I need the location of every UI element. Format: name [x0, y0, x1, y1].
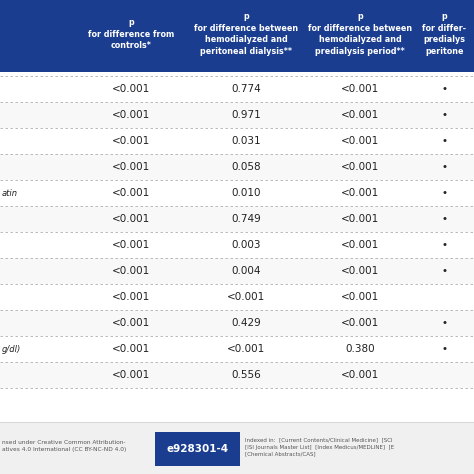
Text: <0.001: <0.001 — [341, 240, 379, 250]
Text: 0.556: 0.556 — [232, 370, 261, 380]
Text: •: • — [441, 214, 447, 224]
Bar — [0, 206, 474, 232]
Text: 0.971: 0.971 — [232, 110, 261, 120]
Text: 0.749: 0.749 — [232, 214, 261, 224]
Text: 0.380: 0.380 — [345, 344, 375, 354]
Text: <0.001: <0.001 — [341, 162, 379, 172]
Text: <0.001: <0.001 — [341, 84, 379, 94]
Text: 0.429: 0.429 — [232, 318, 261, 328]
Text: 0.774: 0.774 — [232, 84, 261, 94]
Text: <0.001: <0.001 — [112, 136, 151, 146]
Bar — [0, 310, 474, 336]
Bar — [0, 336, 474, 362]
Text: <0.001: <0.001 — [112, 344, 151, 354]
Text: p
for difference between
hemodialyzed and
peritoneal dialysis**: p for difference between hemodialyzed an… — [194, 12, 299, 55]
Text: <0.001: <0.001 — [112, 318, 151, 328]
Text: <0.001: <0.001 — [341, 292, 379, 302]
Text: <0.001: <0.001 — [112, 110, 151, 120]
Text: •: • — [441, 136, 447, 146]
Text: <0.001: <0.001 — [228, 292, 265, 302]
Text: g/dl): g/dl) — [2, 345, 21, 354]
Bar — [155, 432, 240, 466]
Text: atin: atin — [2, 189, 18, 198]
Bar — [0, 128, 474, 154]
Text: <0.001: <0.001 — [112, 84, 151, 94]
Text: <0.001: <0.001 — [112, 266, 151, 276]
Bar — [0, 258, 474, 284]
Text: <0.001: <0.001 — [228, 344, 265, 354]
Bar — [0, 180, 474, 206]
Bar — [0, 422, 474, 474]
Text: <0.001: <0.001 — [341, 188, 379, 198]
Text: p
for difference between
hemodialyzed and
predialysis period**: p for difference between hemodialyzed an… — [308, 12, 412, 55]
Text: <0.001: <0.001 — [341, 370, 379, 380]
Text: 0.058: 0.058 — [232, 162, 261, 172]
Text: <0.001: <0.001 — [341, 110, 379, 120]
Text: •: • — [441, 344, 447, 354]
Bar — [0, 0, 474, 72]
Text: •: • — [441, 110, 447, 120]
Text: e928301-4: e928301-4 — [166, 444, 228, 454]
Text: p
for differ-
predialys
peritone: p for differ- predialys peritone — [422, 12, 466, 55]
Text: Indexed in:  [Current Contents/Clinical Medicine]  [SCI
[ISI Journals Master Lis: Indexed in: [Current Contents/Clinical M… — [245, 438, 394, 456]
Text: <0.001: <0.001 — [112, 162, 151, 172]
Bar — [0, 362, 474, 388]
Text: •: • — [441, 318, 447, 328]
Text: 0.004: 0.004 — [232, 266, 261, 276]
Bar — [0, 154, 474, 180]
Text: •: • — [441, 188, 447, 198]
Text: •: • — [441, 162, 447, 172]
Text: <0.001: <0.001 — [112, 240, 151, 250]
Text: •: • — [441, 84, 447, 94]
Bar — [0, 232, 474, 258]
Text: <0.001: <0.001 — [341, 136, 379, 146]
Text: <0.001: <0.001 — [341, 266, 379, 276]
Bar — [0, 102, 474, 128]
Text: <0.001: <0.001 — [112, 292, 151, 302]
Text: <0.001: <0.001 — [112, 188, 151, 198]
Bar — [0, 72, 474, 76]
Text: 0.003: 0.003 — [232, 240, 261, 250]
Bar — [0, 388, 474, 422]
Text: •: • — [441, 266, 447, 276]
Text: 0.031: 0.031 — [232, 136, 261, 146]
Text: 0.010: 0.010 — [232, 188, 261, 198]
Text: <0.001: <0.001 — [341, 318, 379, 328]
Text: p
for difference from
controls*: p for difference from controls* — [88, 18, 174, 50]
Bar — [0, 284, 474, 310]
Text: <0.001: <0.001 — [112, 214, 151, 224]
Text: <0.001: <0.001 — [112, 370, 151, 380]
Text: •: • — [441, 240, 447, 250]
Text: nsed under Creative Common Attribution-
atives 4.0 International (CC BY-NC-ND 4.: nsed under Creative Common Attribution- … — [2, 440, 127, 452]
Text: <0.001: <0.001 — [341, 214, 379, 224]
Bar — [0, 76, 474, 102]
